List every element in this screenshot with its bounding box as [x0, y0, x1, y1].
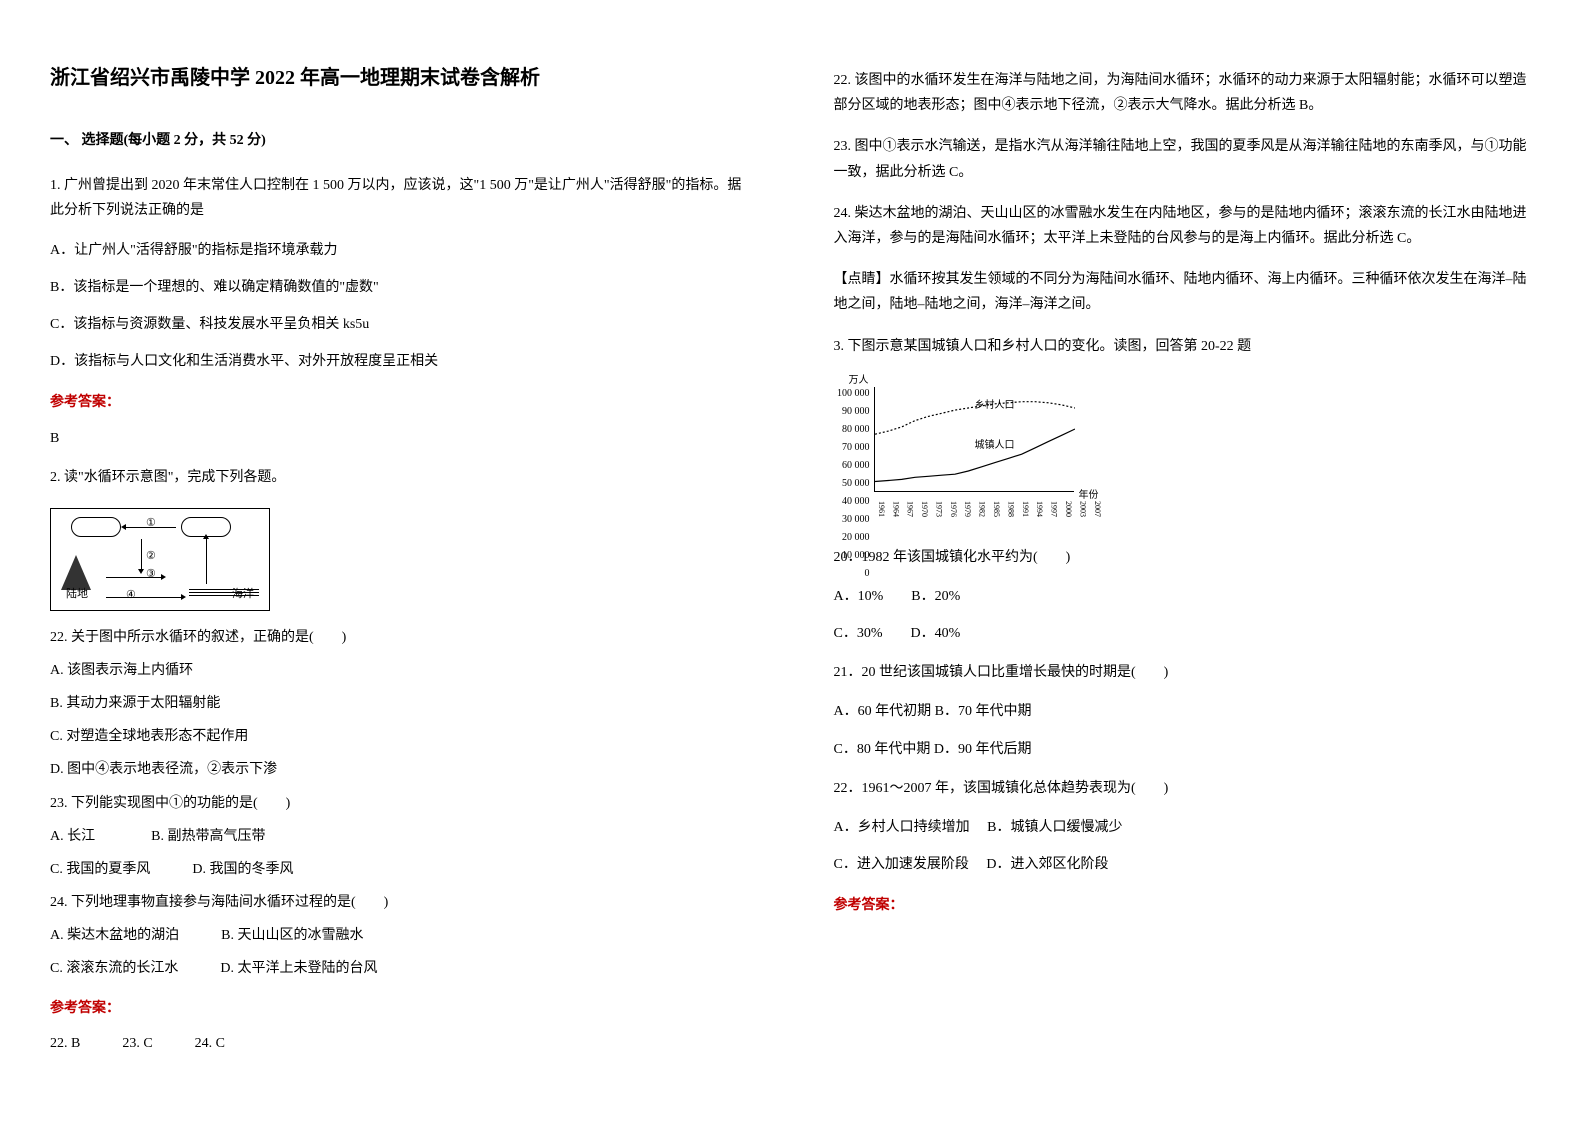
arrow-4 [106, 597, 181, 598]
q3-21-ab: A．60 年代初期 B．70 年代中期 [834, 699, 1538, 724]
x-tick: 1985 [989, 501, 1003, 517]
y-tick: 30 000 [834, 511, 870, 529]
legend-urban: 城镇人口 [975, 437, 1015, 455]
land-label: 陆地 [66, 585, 88, 605]
q3-answer-label: 参考答案： [834, 893, 1538, 918]
plot-area: 乡村人口 城镇人口 [874, 387, 1074, 492]
q2-23-ab: A. 长江 B. 副热带高气压带 [50, 824, 754, 849]
label-1: ① [146, 514, 156, 534]
x-tick: 1970 [917, 501, 931, 517]
right-column: 22. 该图中的水循环发生在海洋与陆地之间，为海陆间水循环；水循环的动力来源于太… [834, 60, 1538, 1062]
q1-stem: 1. 广州曾提出到 2020 年末常住人口控制在 1 500 万以内，应该说，这… [50, 173, 754, 223]
x-tick: 1982 [974, 501, 988, 517]
x-tick: 1976 [945, 501, 959, 517]
q2-23-cd: C. 我国的夏季风 D. 我国的冬季风 [50, 857, 754, 882]
q3-22-ab: A．乡村人口持续增加 B．城镇人口缓慢减少 [834, 815, 1538, 840]
q3-20-ab: A．10% B．20% [834, 584, 1538, 609]
cloud-left-icon [71, 517, 121, 537]
q3-stem: 3. 下图示意某国城镇人口和乡村人口的变化。读图，回答第 20-22 题 [834, 334, 1538, 359]
y-tick: 60 000 [834, 457, 870, 475]
legend-rural: 乡村人口 [975, 397, 1015, 415]
q2-24-ab: A. 柴达木盆地的湖泊 B. 天山山区的冰雪融水 [50, 923, 754, 948]
q2-24-stem: 24. 下列地理事物直接参与海陆间水循环过程的是( ) [50, 890, 754, 915]
q2-stem: 2. 读"水循环示意图"，完成下列各题。 [50, 465, 754, 490]
y-tick: 40 000 [834, 493, 870, 511]
arrow-evap [206, 539, 207, 584]
q3-22-stem: 22．1961～2007 年，该国城镇化总体趋势表现为( ) [834, 776, 1538, 801]
q2-tip: 【点睛】水循环按其发生领域的不同分为海陆间水循环、陆地内循环、海上内循环。三种循… [834, 267, 1538, 317]
q2-explain-22: 22. 该图中的水循环发生在海洋与陆地之间，为海陆间水循环；水循环的动力来源于太… [834, 68, 1538, 118]
label-3: ③ [146, 565, 156, 585]
q2-22-a: A. 该图表示海上内循环 [50, 658, 754, 683]
y-tick: 100 000 [834, 385, 870, 403]
y-tick: 80 000 [834, 421, 870, 439]
q1-opt-a: A．让广州人"活得舒服"的指标是指环境承载力 [50, 238, 754, 263]
y-tick: 90 000 [834, 403, 870, 421]
q3-21-stem: 21．20 世纪该国城镇人口比重增长最快的时期是( ) [834, 660, 1538, 685]
x-axis-labels: 1961196419671970197319761979198219851988… [874, 501, 1074, 517]
x-tick: 1973 [931, 501, 945, 517]
population-chart: 万人 100 00090 00080 00070 00060 00050 000… [834, 377, 1104, 527]
y-tick: 10 000 [834, 547, 870, 565]
q2-answer-label: 参考答案： [50, 996, 754, 1021]
x-axis-unit: 年份 [1079, 487, 1099, 505]
arrow-2 [141, 539, 142, 569]
label-2: ② [146, 547, 156, 567]
x-tick: 1988 [1003, 501, 1017, 517]
x-tick: 1964 [888, 501, 902, 517]
x-tick: 2000 [1061, 501, 1075, 517]
q1-opt-c: C．该指标与资源数量、科技发展水平呈负相关 ks5u [50, 312, 754, 337]
q1-answer: B [50, 426, 754, 451]
x-tick: 1979 [960, 501, 974, 517]
q2-22-b: B. 其动力来源于太阳辐射能 [50, 691, 754, 716]
x-tick: 1961 [874, 501, 888, 517]
q3-20-cd: C．30% D．40% [834, 621, 1538, 646]
q3-22-cd: C．进入加速发展阶段 D．进入郊区化阶段 [834, 852, 1538, 877]
q2-22-stem: 22. 关于图中所示水循环的叙述，正确的是( ) [50, 625, 754, 650]
q2-explain-24: 24. 柴达木盆地的湖泊、天山山区的冰雪融水发生在内陆地区，参与的是陆地内循环；… [834, 201, 1538, 251]
page-container: 浙江省绍兴市禹陵中学 2022 年高一地理期末试卷含解析 一、 选择题(每小题 … [50, 60, 1537, 1062]
left-column: 浙江省绍兴市禹陵中学 2022 年高一地理期末试卷含解析 一、 选择题(每小题 … [50, 60, 754, 1062]
ocean-label: 海洋 [232, 585, 254, 605]
q2-explain-23: 23. 图中①表示水汽输送，是指水汽从海洋输往陆地上空，我国的夏季风是从海洋输往… [834, 134, 1538, 184]
x-tick: 1967 [902, 501, 916, 517]
y-tick: 0 [834, 565, 870, 583]
x-tick: 1994 [1032, 501, 1046, 517]
q2-22-c: C. 对塑造全球地表形态不起作用 [50, 724, 754, 749]
section-1-header: 一、 选择题(每小题 2 分，共 52 分) [50, 128, 754, 153]
q2-22-d: D. 图中④表示地表径流，②表示下渗 [50, 757, 754, 782]
y-tick: 50 000 [834, 475, 870, 493]
exam-title: 浙江省绍兴市禹陵中学 2022 年高一地理期末试卷含解析 [50, 60, 754, 96]
q3-20-stem: 20．1982 年该国城镇化水平约为( ) [834, 545, 1538, 570]
water-cycle-diagram: ① ② ③ ④ 陆地 海洋 [50, 508, 270, 611]
q1-answer-label: 参考答案： [50, 390, 754, 415]
q1-opt-d: D．该指标与人口文化和生活消费水平、对外开放程度呈正相关 [50, 349, 754, 374]
q1-opt-b: B．该指标是一个理想的、难以确定精确数值的"虚数" [50, 275, 754, 300]
q2-answers: 22. B 23. C 24. C [50, 1031, 754, 1056]
q3-21-cd: C．80 年代中期 D．90 年代后期 [834, 737, 1538, 762]
y-tick: 20 000 [834, 529, 870, 547]
q2-24-cd: C. 滚滚东流的长江水 D. 太平洋上未登陆的台风 [50, 956, 754, 981]
y-axis-labels: 100 00090 00080 00070 00060 00050 00040 … [834, 385, 870, 490]
label-4: ④ [126, 586, 136, 606]
x-tick: 1997 [1046, 501, 1060, 517]
q2-23-stem: 23. 下列能实现图中①的功能的是( ) [50, 791, 754, 816]
y-tick: 70 000 [834, 439, 870, 457]
x-tick: 1991 [1017, 501, 1031, 517]
